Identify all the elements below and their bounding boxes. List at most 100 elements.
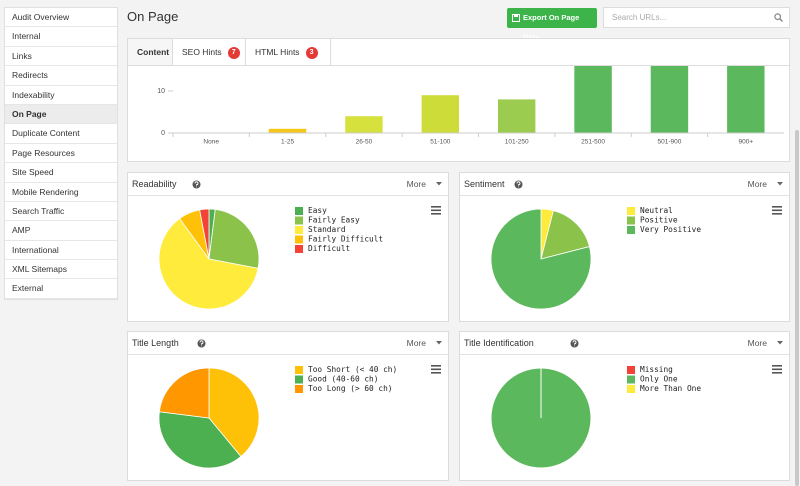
menu-icon-bar[interactable] — [772, 209, 782, 212]
pie-slice — [199, 208, 210, 260]
bar — [727, 66, 765, 133]
legend-swatch — [627, 226, 635, 234]
y-tick-label: 0 — [161, 130, 165, 137]
pie-chart: Too Short (< 40 ch)Good (40-60 ch)Too Lo… — [158, 365, 441, 469]
sidebar-item[interactable]: Mobile Rendering — [5, 183, 117, 202]
menu-icon-bar[interactable] — [772, 368, 782, 371]
search-placeholder: Search URLs... — [612, 13, 667, 22]
sidebar-item[interactable]: Internal — [5, 27, 117, 47]
menu-icon-bar[interactable] — [431, 368, 441, 371]
search-box[interactable]: Search URLs... — [603, 7, 790, 28]
legend-swatch — [295, 385, 303, 393]
pie-slice — [158, 367, 210, 419]
sidebar-item[interactable]: Indexability — [5, 86, 117, 105]
tab-badge: 3 — [305, 46, 318, 59]
legend-swatch — [627, 207, 635, 215]
tab[interactable]: Content — [128, 39, 173, 65]
menu-icon-bar[interactable] — [431, 213, 441, 215]
menu-icon-bar[interactable] — [431, 372, 441, 374]
bar — [268, 128, 307, 133]
legend-swatch — [295, 235, 303, 244]
sidebar-item[interactable]: Links — [5, 47, 117, 67]
legend-label: Only One — [640, 375, 678, 384]
menu-icon-bar[interactable] — [431, 206, 441, 208]
pie-slice — [158, 217, 259, 310]
chart-panel: Sentiment More Neutral Positive Very Positiv… — [459, 172, 790, 322]
tab[interactable]: SEO Hints 7 — [173, 39, 246, 65]
tab[interactable]: HTML Hints 3 — [246, 39, 331, 65]
legend-swatch — [295, 216, 303, 225]
help-icon[interactable] — [570, 339, 579, 348]
tab-label: SEO Hints — [182, 47, 222, 57]
menu-icon-bar[interactable] — [772, 365, 782, 367]
legend-label: Too Long (> 60 ch) — [308, 384, 393, 393]
menu-icon-bar[interactable] — [772, 213, 782, 215]
caret — [777, 182, 783, 186]
x-tick-label: 101-250 — [505, 139, 529, 146]
help-mark — [572, 340, 577, 347]
menu-icon-bar[interactable] — [431, 365, 441, 367]
panel-title: Sentiment — [464, 179, 505, 189]
y-tick-label: 10 — [157, 88, 165, 95]
legend-label: Positive — [640, 216, 678, 225]
help-mark — [199, 340, 204, 347]
more-caret — [436, 182, 442, 186]
more-menu[interactable]: More — [747, 338, 767, 348]
help-icon[interactable] — [197, 339, 206, 348]
export-label: Export On Page Data — [523, 13, 580, 42]
chart-panel: Title Identification More Missing Only One M… — [459, 331, 790, 481]
legend-label: Standard — [308, 225, 346, 234]
pie-slice — [208, 367, 260, 458]
export-button[interactable]: Export On Page Data — [507, 8, 597, 42]
sidebar-item[interactable]: Redirects — [5, 66, 117, 86]
save-icon — [512, 14, 520, 22]
legend-swatch — [295, 366, 303, 374]
sidebar-item[interactable]: Page Resources — [5, 144, 117, 164]
pie-slice — [208, 208, 260, 269]
chart-panel: Title Length More Too Short (< 40 ch) Good … — [127, 331, 449, 481]
x-tick-label: 251-500 — [581, 139, 605, 146]
more-menu[interactable]: More — [747, 179, 767, 189]
more-menu[interactable]: More — [406, 338, 426, 348]
sidebar-item[interactable]: Audit Overview — [5, 8, 117, 28]
legend-swatch — [295, 207, 303, 215]
sidebar-item[interactable]: AMP — [5, 221, 117, 241]
x-tick-label: None — [203, 139, 219, 146]
help-icon[interactable] — [192, 180, 201, 189]
legend-swatch — [627, 366, 635, 374]
help-icon[interactable] — [514, 180, 523, 189]
page-title: On Page — [127, 9, 179, 24]
sidebar-item[interactable]: International — [5, 241, 117, 261]
tab-label: Content — [137, 47, 170, 57]
menu-icon-bar[interactable] — [772, 372, 782, 374]
x-tick-label: 900+ — [738, 139, 753, 146]
legend-label: More Than One — [640, 384, 701, 393]
panel-header: Readability More — [128, 173, 448, 196]
caret — [436, 341, 442, 345]
sidebar-item[interactable]: External — [5, 279, 117, 299]
more-menu[interactable]: More — [406, 179, 426, 189]
x-tick-label: 501-900 — [658, 139, 682, 146]
bar-chart: 01020304050None1-2526-5051-100101-250251… — [157, 66, 784, 146]
sidebar-item[interactable]: XML Sitemaps — [5, 260, 117, 280]
sidebar-item[interactable]: Site Speed — [5, 163, 117, 183]
legend-label: Missing — [640, 365, 673, 374]
search-icon — [774, 13, 783, 22]
legend-label: Neutral — [640, 206, 673, 215]
legend-label: Easy — [308, 206, 327, 215]
legend-swatch — [627, 216, 635, 225]
panel-header: Title Length More — [128, 332, 448, 355]
help-mark — [516, 181, 521, 188]
sidebar-item[interactable]: On Page — [5, 104, 117, 125]
bar — [345, 116, 383, 133]
menu-icon-bar[interactable] — [772, 206, 782, 208]
bar — [650, 66, 689, 133]
panel-title: Title Length — [132, 338, 179, 348]
sidebar-item[interactable]: Duplicate Content — [5, 124, 117, 144]
tab-bar: Content SEO Hints 7 HTML Hints 3 — [127, 38, 790, 66]
menu-icon-bar[interactable] — [431, 209, 441, 212]
sidebar-item[interactable]: Search Traffic — [5, 202, 117, 222]
